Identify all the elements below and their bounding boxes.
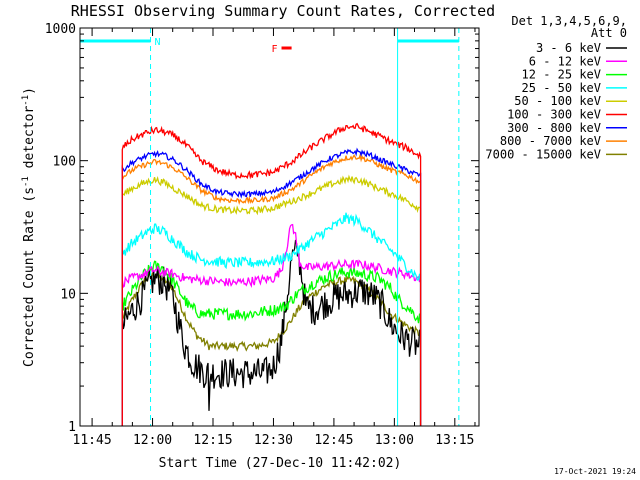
chart-title: RHESSI Observing Summary Count Rates, Co…	[71, 2, 495, 20]
footer-date: 17-Oct-2021 19:24	[554, 467, 636, 476]
x-tick-label: 13:15	[435, 433, 474, 448]
legend-header-detectors: Det 1,3,4,5,6,9,	[511, 14, 627, 28]
x-tick-label: 13:00	[375, 433, 414, 448]
x-tick-label: 12:00	[133, 433, 172, 448]
series-line-800-7000-kev	[121, 152, 422, 426]
series-line-300-800-kev	[121, 147, 422, 426]
legend-label-3-6-kev: 3 - 6 keV	[536, 41, 601, 55]
y-tick-label: 1	[68, 420, 76, 435]
y-tick-label: 1000	[45, 22, 76, 37]
y-tick-label: 10	[60, 287, 76, 302]
y-axis-label: Corrected Count Rate (s-1 detector-1)	[21, 87, 37, 367]
legend-label-12-25-kev: 12 - 25 keV	[522, 68, 601, 82]
legend-label-25-50-kev: 25 - 50 keV	[522, 81, 601, 95]
data-layer	[121, 122, 422, 426]
series-line-25-50-kev	[121, 212, 422, 426]
legend-label-7000-15000-kev: 7000 - 15000 keV	[485, 147, 601, 161]
plot-frame	[79, 27, 480, 427]
legend-label-300-800-kev: 300 - 800 keV	[507, 121, 601, 135]
x-axis-label: Start Time (27-Dec-10 11:42:02)	[159, 456, 402, 471]
flag-label-n: N	[155, 37, 161, 48]
legend-label-100-300-kev: 100 - 300 keV	[507, 108, 601, 122]
x-tick-label: 11:45	[73, 433, 112, 448]
legend-label-800-7000-kev: 800 - 7000 keV	[500, 134, 601, 148]
series-line-50-100-kev	[121, 174, 422, 426]
series-line-100-300-kev	[121, 122, 422, 426]
y-tick-label: 100	[53, 155, 76, 170]
legend-label-50-100-kev: 50 - 100 keV	[514, 94, 601, 108]
series-line-6-12-kev	[121, 223, 422, 426]
axis-layer: 1 10 100 1000 11:45 12:00 12:15 12:30 12:45 13:00…	[45, 22, 479, 448]
x-tick-label: 12:15	[193, 433, 232, 448]
legend-header-attenuator: Att 0	[591, 26, 627, 40]
series-line-12-25-kev	[121, 260, 422, 426]
legend-label-6-12-kev: 6 - 12 keV	[529, 54, 601, 68]
series-line-7000-15000-kev	[121, 269, 422, 426]
flag-label-f: F	[271, 44, 277, 55]
x-tick-label: 12:45	[314, 433, 353, 448]
x-tick-label: 12:30	[254, 433, 293, 448]
